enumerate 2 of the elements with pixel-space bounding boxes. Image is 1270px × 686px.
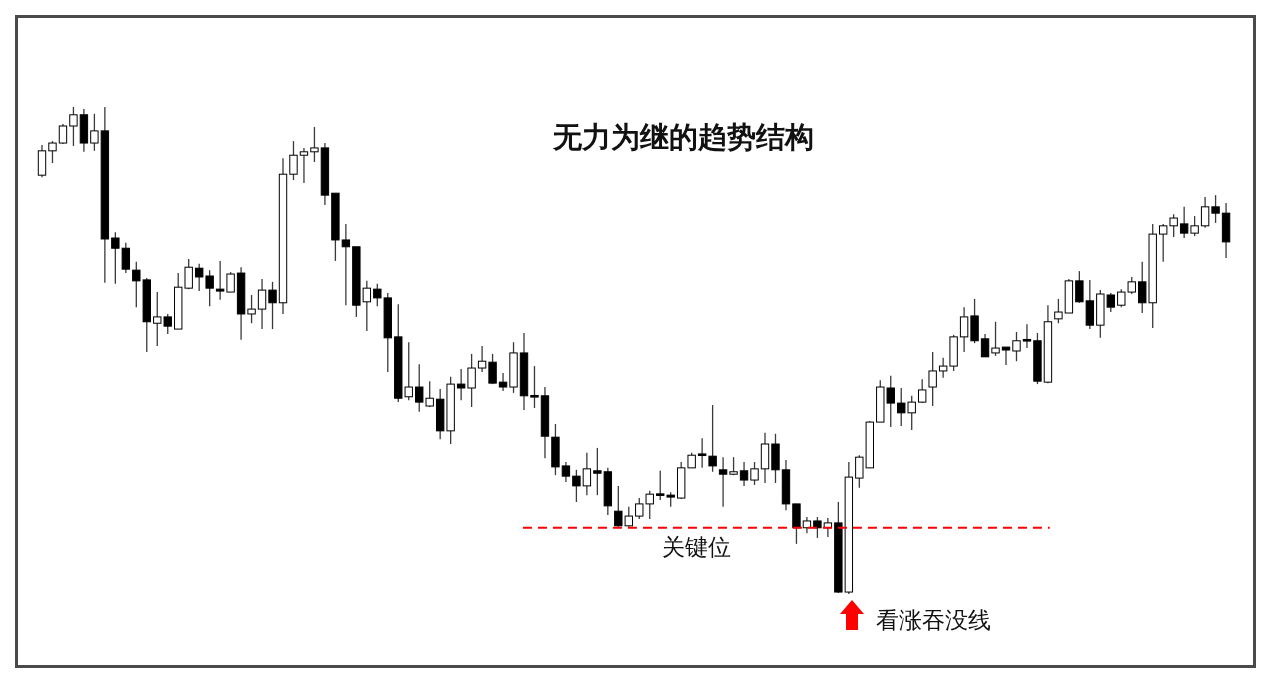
title: 无力为继的趋势结构 (552, 121, 814, 153)
annotation: 看涨吞没线 (876, 607, 991, 633)
